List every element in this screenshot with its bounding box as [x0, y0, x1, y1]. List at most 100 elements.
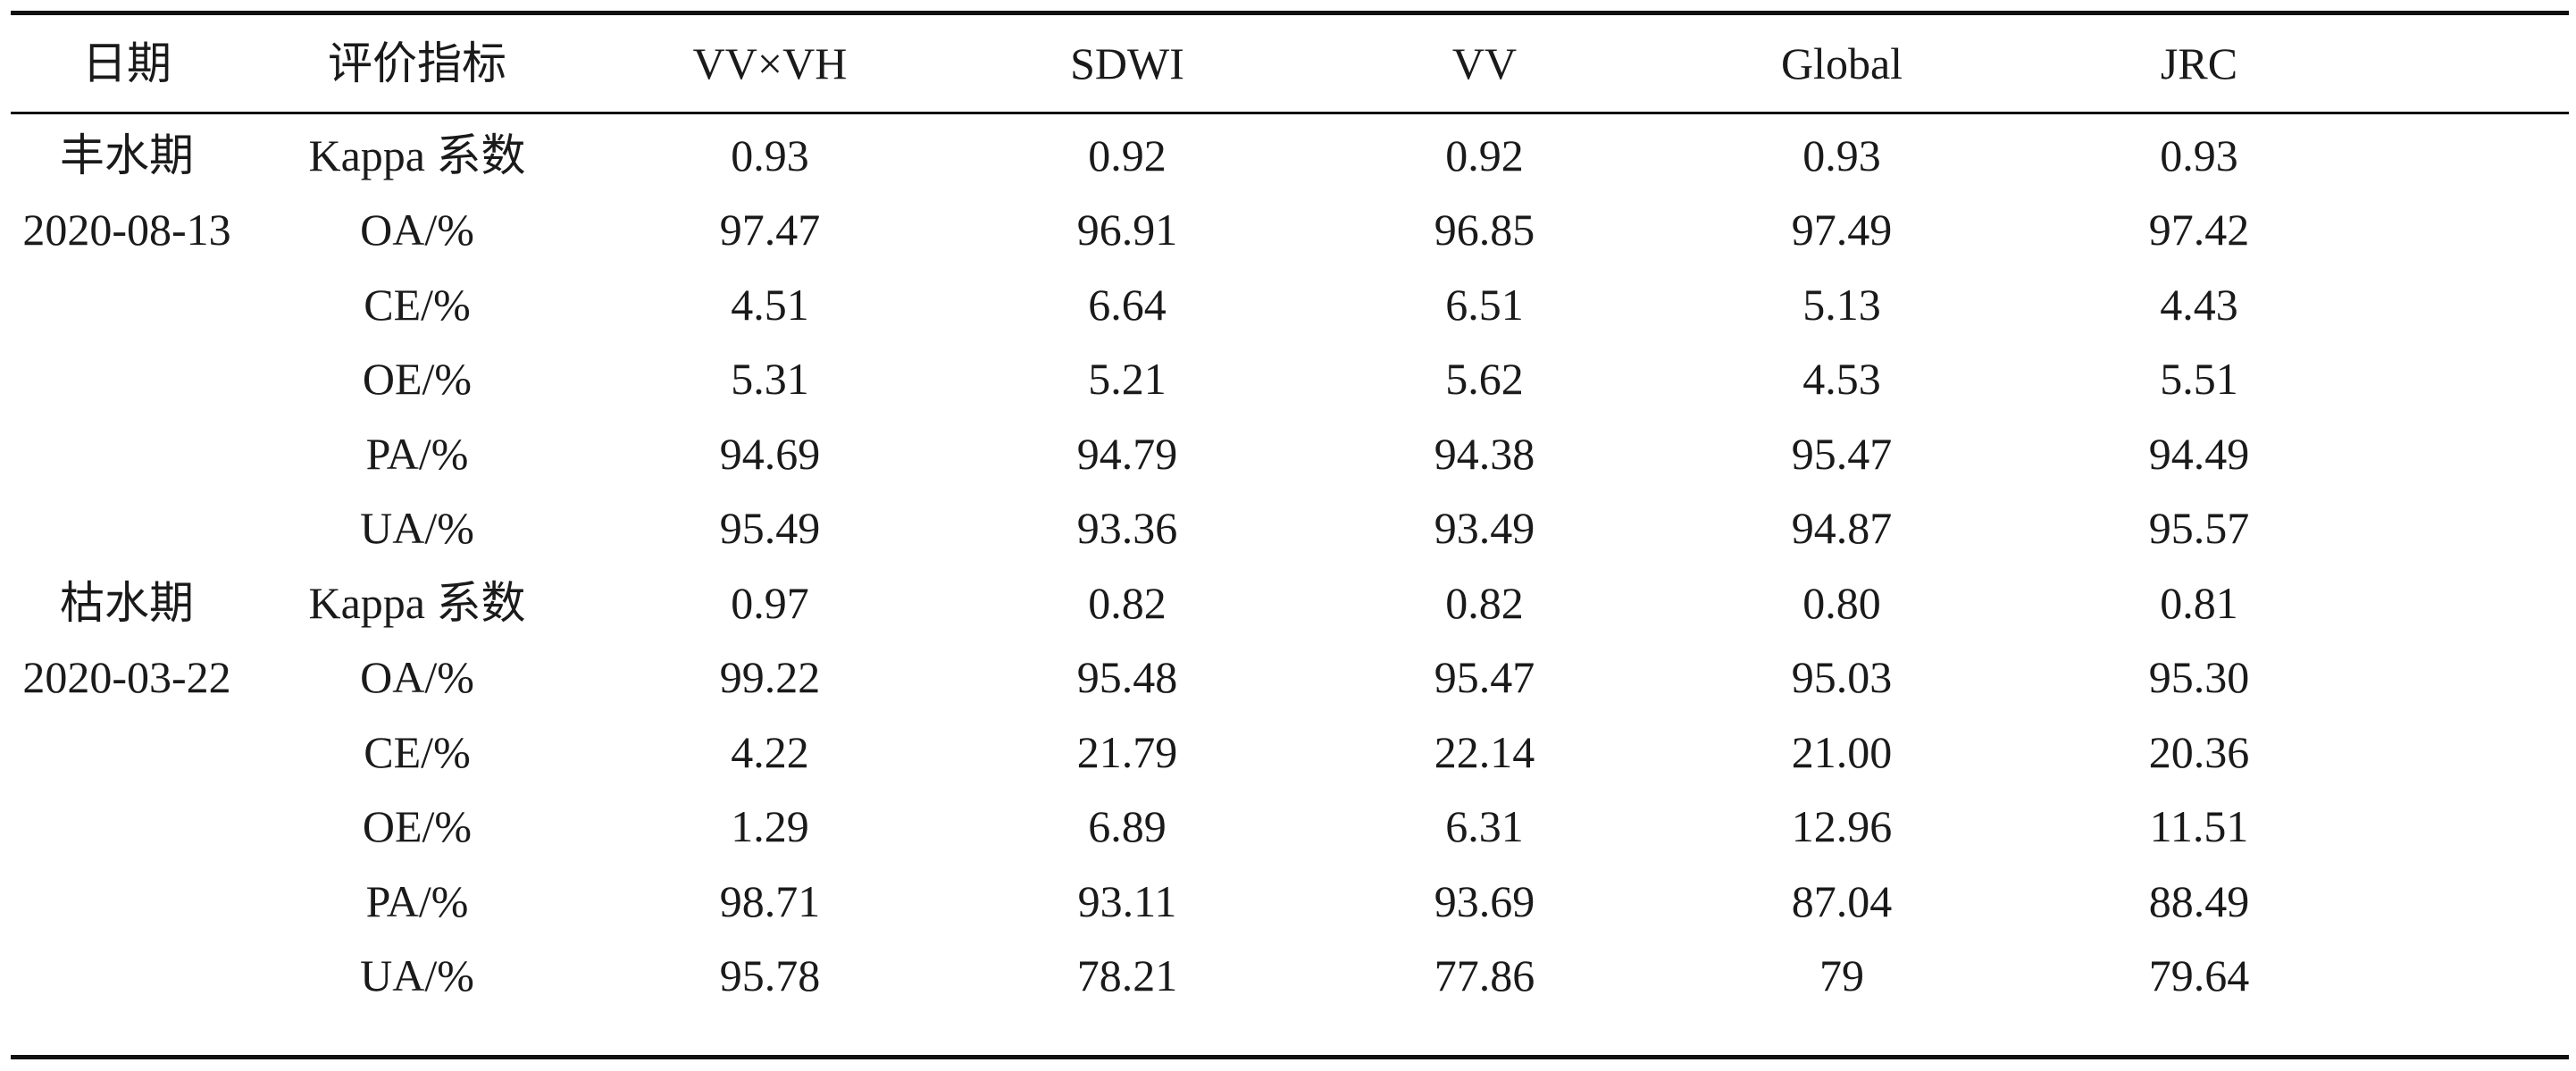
table-row: PA/% 98.71 93.11 93.69 87.04 88.49: [11, 864, 2569, 939]
row-value: 21.79: [1076, 726, 1178, 777]
row-value: 0.92: [1088, 130, 1167, 180]
header-col-sdwi: SDWI: [1070, 38, 1184, 88]
row-value: 94.38: [1434, 428, 1535, 479]
accuracy-table: 日期 评价指标 VV×VH SDWI VV Global JRC 丰水期 Kapp…: [11, 11, 2569, 1061]
row-value: 93.11: [1077, 875, 1177, 926]
row-value: 94.69: [719, 428, 821, 479]
table-row: OE/% 5.31 5.21 5.62 4.53 5.51: [11, 342, 2569, 417]
row-value: 21.00: [1791, 726, 1893, 777]
row-metric: PA/%: [365, 428, 469, 479]
bottom-rule: [11, 1055, 2569, 1059]
row-value: 4.51: [731, 279, 809, 330]
row-value: 98.71: [719, 875, 821, 926]
row-metric: UA/%: [360, 503, 474, 554]
header-metric: 评价指标: [328, 38, 506, 88]
row-value: 4.43: [2160, 279, 2238, 330]
header-col-vvxvh: VV×VH: [692, 38, 848, 88]
row-value: 93.36: [1076, 503, 1178, 554]
row-value: 5.21: [1088, 354, 1167, 405]
row-value: 0.93: [2160, 130, 2238, 180]
top-rule: [11, 11, 2569, 15]
row-value: 87.04: [1791, 875, 1893, 926]
row-value: 22.14: [1434, 726, 1535, 777]
row-value: 0.97: [731, 577, 809, 628]
row-metric: OE/%: [362, 801, 473, 852]
row-value: 6.64: [1088, 279, 1167, 330]
row-value: 4.53: [1802, 354, 1881, 405]
row-value: 95.49: [719, 503, 821, 554]
row-value: 79: [1819, 950, 1864, 1001]
row-value: 0.82: [1445, 577, 1524, 628]
header-rule: [11, 112, 2569, 114]
row-value: 6.31: [1445, 801, 1524, 852]
row-value: 78.21: [1076, 950, 1178, 1001]
row-value: 0.93: [1802, 130, 1881, 180]
table-row: 2020-08-13 OA/% 97.47 96.91 96.85 97.49 97.42: [11, 193, 2569, 268]
row-value: 6.51: [1445, 279, 1524, 330]
row-metric: UA/%: [360, 950, 474, 1001]
row-value: 5.51: [2160, 354, 2238, 405]
row-metric: Kappa 系数: [308, 130, 526, 180]
table-row: CE/% 4.51 6.64 6.51 5.13 4.43: [11, 267, 2569, 342]
row-value: 95.47: [1434, 652, 1535, 703]
row-value: 93.49: [1434, 503, 1535, 554]
header-date: 日期: [82, 38, 171, 88]
row-value: 95.78: [719, 950, 821, 1001]
table-row: UA/% 95.78 78.21 77.86 79 79.64: [11, 939, 2569, 1014]
row-value: 94.49: [2148, 428, 2250, 479]
row-value: 4.22: [731, 726, 809, 777]
row-date: 2020-03-22: [22, 652, 231, 703]
row-value: 5.62: [1445, 354, 1524, 405]
row-value: 11.51: [2149, 801, 2249, 852]
row-value: 0.82: [1088, 577, 1167, 628]
row-value: 0.81: [2160, 577, 2238, 628]
row-metric: PA/%: [365, 875, 469, 926]
table-row: 2020-03-22 OA/% 99.22 95.48 95.47 95.03 95.30: [11, 640, 2569, 715]
row-value: 94.79: [1076, 428, 1178, 479]
row-value: 5.13: [1802, 279, 1881, 330]
row-value: 97.47: [719, 205, 821, 255]
row-metric: OE/%: [362, 354, 473, 405]
row-value: 77.86: [1434, 950, 1535, 1001]
header-col-vv: VV: [1451, 38, 1518, 88]
row-value: 97.49: [1791, 205, 1893, 255]
row-value: 1.29: [731, 801, 809, 852]
row-value: 95.48: [1076, 652, 1178, 703]
row-value: 0.80: [1802, 577, 1881, 628]
row-value: 93.69: [1434, 875, 1535, 926]
header-col-global: Global: [1780, 38, 1903, 88]
table-header-row: 日期 评价指标 VV×VH SDWI VV Global JRC: [11, 15, 2569, 112]
row-value: 5.31: [731, 354, 809, 405]
table-row: UA/% 95.49 93.36 93.49 94.87 95.57: [11, 491, 2569, 566]
row-date: 2020-08-13: [22, 205, 231, 255]
row-value: 6.89: [1088, 801, 1167, 852]
row-metric: OA/%: [360, 652, 474, 703]
row-metric: CE/%: [364, 279, 471, 330]
row-metric: OA/%: [360, 205, 474, 255]
table-row: 枯水期 Kappa 系数 0.97 0.82 0.82 0.80 0.81: [11, 565, 2569, 640]
row-value: 95.30: [2148, 652, 2250, 703]
table-row: PA/% 94.69 94.79 94.38 95.47 94.49: [11, 416, 2569, 491]
row-value: 96.91: [1076, 205, 1178, 255]
row-date: 丰水期: [60, 130, 194, 180]
row-value: 20.36: [2148, 726, 2250, 777]
row-value: 95.47: [1791, 428, 1893, 479]
row-value: 94.87: [1791, 503, 1893, 554]
row-value: 97.42: [2148, 205, 2250, 255]
row-value: 99.22: [719, 652, 821, 703]
row-date: 枯水期: [60, 577, 194, 628]
row-metric: Kappa 系数: [308, 577, 526, 628]
row-metric: CE/%: [364, 726, 471, 777]
row-value: 96.85: [1434, 205, 1535, 255]
table-row: 丰水期 Kappa 系数 0.93 0.92 0.92 0.93 0.93: [11, 118, 2569, 193]
row-value: 0.92: [1445, 130, 1524, 180]
row-value: 88.49: [2148, 875, 2250, 926]
row-value: 95.03: [1791, 652, 1893, 703]
row-value: 95.57: [2148, 503, 2250, 554]
row-value: 0.93: [731, 130, 809, 180]
table-row: CE/% 4.22 21.79 22.14 21.00 20.36: [11, 715, 2569, 790]
row-value: 12.96: [1791, 801, 1893, 852]
header-col-jrc: JRC: [2160, 38, 2238, 88]
table-row: OE/% 1.29 6.89 6.31 12.96 11.51: [11, 790, 2569, 865]
row-value: 79.64: [2148, 950, 2250, 1001]
